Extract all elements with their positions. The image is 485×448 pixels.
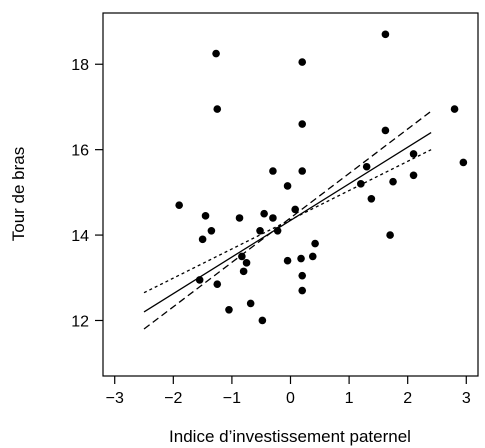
data-point — [298, 120, 307, 128]
y-tick-label: 12 — [71, 313, 89, 330]
data-point — [207, 227, 216, 235]
data-point — [256, 227, 264, 235]
data-point — [389, 177, 397, 186]
y-tick-label: 14 — [71, 228, 89, 245]
x-tick-label: 1 — [345, 390, 354, 407]
y-axis-label: Tour de bras — [9, 147, 28, 242]
data-point — [409, 171, 418, 180]
data-point — [246, 299, 255, 308]
data-point — [386, 231, 394, 239]
data-point — [195, 276, 204, 284]
regression-line — [143, 132, 432, 313]
data-point — [308, 252, 317, 261]
data-point — [298, 286, 307, 295]
fit-lines — [143, 110, 432, 330]
data-point — [238, 252, 246, 261]
data-point — [283, 182, 292, 190]
data-point — [297, 254, 305, 263]
data-point — [260, 209, 268, 218]
data-point — [175, 201, 183, 209]
data-point — [225, 306, 233, 314]
data-point — [450, 105, 459, 113]
x-tick-label: 3 — [462, 390, 471, 407]
data-point — [367, 194, 376, 203]
x-tick-label: 0 — [286, 390, 295, 407]
data-point — [459, 158, 468, 167]
data-points — [175, 30, 468, 325]
data-point — [239, 267, 248, 276]
y-tick-label: 16 — [71, 143, 89, 160]
confidence-bound-dotted — [143, 149, 432, 294]
data-point — [213, 105, 222, 113]
data-point — [362, 162, 371, 171]
data-point — [298, 271, 307, 280]
y-tick-label: 18 — [71, 57, 89, 74]
confidence-bound-dashed — [143, 110, 432, 330]
data-point — [381, 126, 390, 135]
data-point — [298, 58, 307, 66]
data-point — [242, 259, 251, 267]
data-point — [409, 150, 418, 158]
y-axis-ticks: 12 14 16 18 — [71, 57, 103, 330]
data-point — [235, 214, 244, 222]
data-point — [291, 205, 299, 214]
data-point — [381, 30, 390, 39]
x-axis-label: Indice d’investissement paternel — [169, 427, 411, 446]
data-point — [212, 49, 220, 58]
plot-frame — [102, 12, 479, 377]
x-tick-label: −1 — [223, 390, 241, 407]
x-axis-ticks: −3 −2 −1 0 1 2 3 — [106, 376, 471, 407]
data-point — [213, 280, 222, 288]
data-point — [273, 227, 282, 235]
x-tick-label: −2 — [164, 390, 182, 407]
data-point — [198, 235, 207, 244]
x-tick-label: 2 — [403, 390, 412, 407]
data-point — [201, 212, 210, 220]
data-point — [311, 239, 319, 248]
data-point — [269, 167, 277, 175]
data-point — [357, 180, 365, 188]
data-point — [269, 214, 277, 222]
data-point — [298, 167, 307, 175]
x-tick-label: −3 — [106, 390, 124, 407]
data-point — [283, 256, 292, 265]
data-point — [258, 316, 267, 325]
